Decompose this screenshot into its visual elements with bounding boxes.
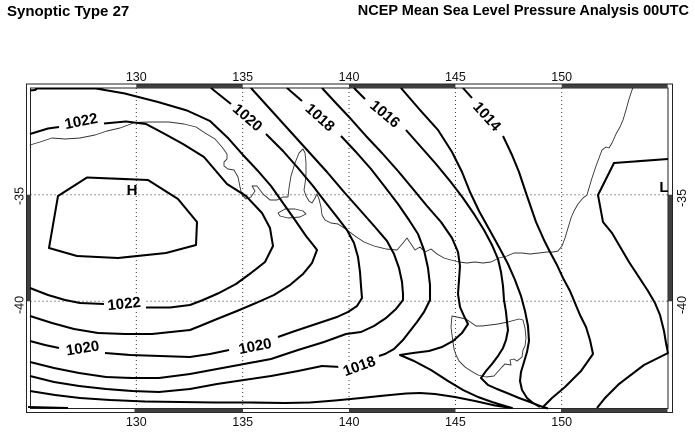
svg-text:140: 140 [339,415,360,429]
svg-text:-35: -35 [13,187,27,205]
svg-text:145: 145 [445,415,466,429]
svg-text:150: 150 [551,70,572,84]
svg-text:H: H [127,182,138,199]
svg-text:150: 150 [551,415,572,429]
svg-text:140: 140 [339,70,360,84]
svg-text:-40: -40 [13,296,27,314]
svg-text:1020: 1020 [65,337,101,359]
svg-text:145: 145 [445,70,466,84]
svg-text:1018: 1018 [341,353,378,380]
svg-text:L: L [659,179,668,196]
svg-text:135: 135 [232,415,253,429]
svg-text:-35: -35 [675,189,689,207]
svg-text:1022: 1022 [107,294,142,314]
svg-text:130: 130 [126,415,147,429]
svg-text:1022: 1022 [63,110,99,133]
svg-text:-40: -40 [675,296,689,314]
svg-text:130: 130 [126,70,147,84]
svg-text:1020: 1020 [237,335,273,358]
svg-text:135: 135 [232,70,253,84]
